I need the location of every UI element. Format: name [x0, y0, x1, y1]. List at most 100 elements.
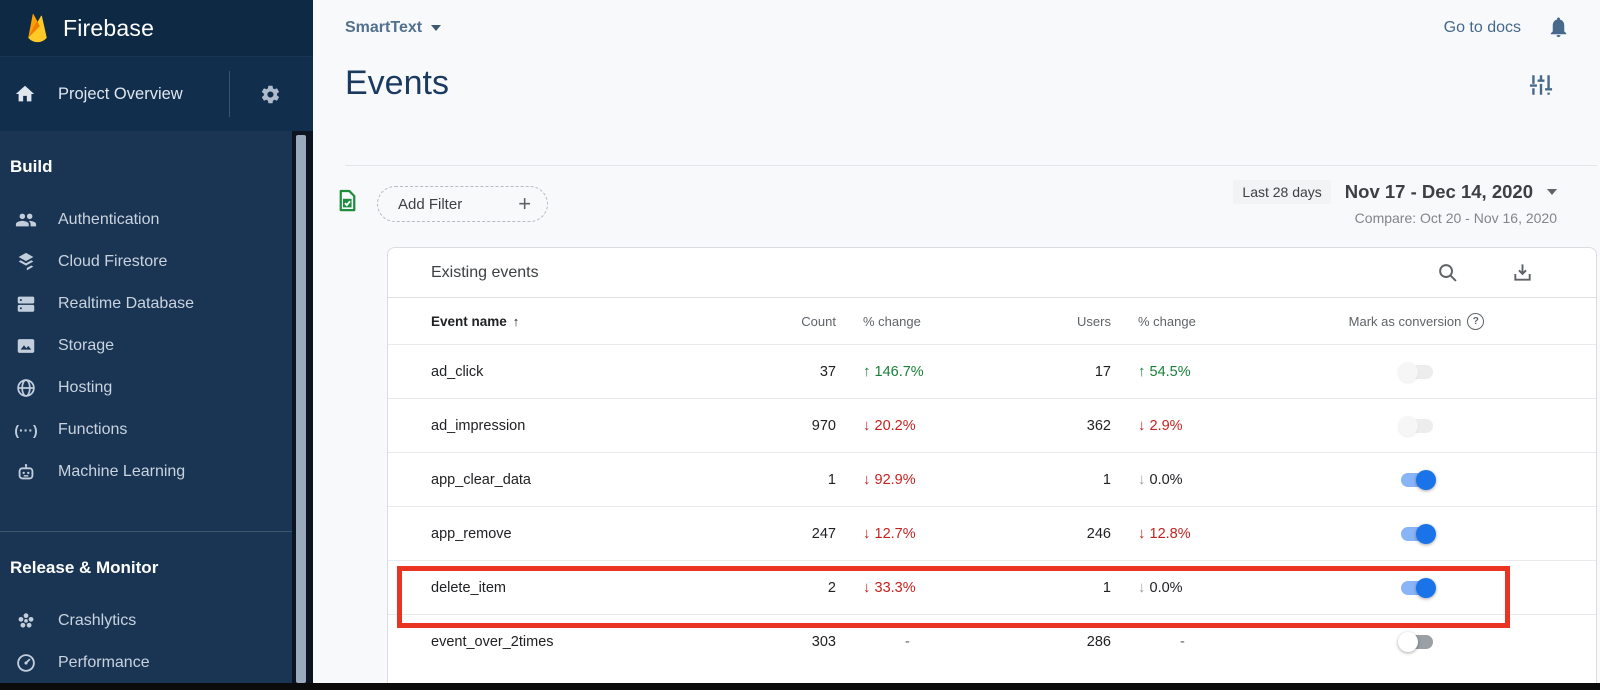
plus-icon: + [518, 191, 532, 216]
event-name: event_over_2times [431, 633, 554, 650]
col-event-name[interactable]: Event name ↑ [431, 313, 520, 329]
change-dash: - [1180, 633, 1185, 650]
count-change-cell: ↑ 146.7% [863, 363, 1043, 380]
section-label-build: Build [10, 157, 53, 176]
sidebar-scrollbar[interactable] [292, 131, 313, 690]
download-icon[interactable] [1511, 261, 1534, 284]
divider [229, 71, 230, 117]
col-mark-as-conversion: Mark as conversion [1348, 313, 1462, 329]
sidebar-item-authentication[interactable]: Authentication [0, 199, 292, 241]
card-title: Existing events [431, 263, 539, 281]
conversion-toggle[interactable] [1397, 631, 1436, 652]
project-selector[interactable]: SmartText [345, 18, 442, 37]
sidebar-item-hosting[interactable]: Hosting [0, 367, 292, 409]
sidebar-item-performance[interactable]: Performance [0, 642, 292, 684]
date-range-selector[interactable]: Last 28 days Nov 17 - Dec 14, 2020 [1233, 180, 1557, 204]
percent-change-value: 0.0% [1149, 579, 1183, 596]
event-count: 37 [819, 363, 836, 380]
event-name: delete_item [431, 579, 506, 596]
firebase-logo[interactable]: Firebase [0, 0, 313, 56]
go-to-docs-link[interactable]: Go to docs [1443, 18, 1521, 36]
conversion-toggle[interactable] [1398, 469, 1436, 490]
chevron-down-icon [431, 24, 442, 31]
conversion-toggle[interactable] [1398, 523, 1436, 544]
scrollbar-thumb[interactable] [296, 135, 306, 683]
arrow-down-icon: ↓ [863, 525, 871, 542]
tune-filters-icon[interactable] [1528, 72, 1554, 103]
users-change-cell: ↓ 2.9% [1138, 417, 1298, 434]
col-users: Users [1077, 313, 1111, 329]
compare-range-text: Compare: Oct 20 - Nov 16, 2020 [1354, 210, 1557, 226]
home-icon [14, 83, 38, 105]
chevron-down-icon [1547, 189, 1557, 195]
sidebar-item-project-overview[interactable]: Project Overview [0, 57, 313, 131]
arrow-up-icon: ↑ [863, 363, 871, 380]
users-change-cell: ↑ 54.5% [1138, 363, 1298, 380]
add-filter-label: Add Filter [398, 195, 463, 213]
sidebar-item-label: Machine Learning [58, 463, 186, 480]
date-range-text: Nov 17 - Dec 14, 2020 [1344, 181, 1533, 202]
sort-ascending-icon: ↑ [512, 313, 520, 329]
firebase-wordmark: Firebase [63, 14, 155, 41]
page-title: Events [345, 64, 449, 102]
conversion-toggle[interactable] [1397, 415, 1436, 436]
table-row: ad_impression 970 ↓ 20.2% 362 ↓ 2.9% [388, 398, 1596, 452]
project-name: SmartText [345, 18, 423, 36]
sidebar-item-label: Functions [58, 421, 128, 438]
event-users: 17 [1094, 363, 1111, 380]
event-count: 2 [827, 579, 836, 596]
topbar: SmartText Go to docs [313, 0, 1600, 55]
events-table-body: ad_click 37 ↑ 146.7% 17 ↑ 54.5% ad_impression 97… [388, 344, 1596, 668]
count-change-cell: ↓ 92.9% [863, 471, 1043, 488]
toggle-knob [1415, 469, 1436, 490]
help-icon[interactable]: ? [1467, 312, 1485, 330]
sidebar-item-label: Realtime Database [58, 295, 195, 312]
event-users: 362 [1086, 417, 1111, 434]
sidebar-item-label: Crashlytics [58, 612, 137, 629]
sidebar-item-label: Storage [58, 337, 115, 354]
sidebar-item-label: Cloud Firestore [58, 253, 168, 270]
main-content: SmartText Go to docs Events Add Filter [313, 0, 1600, 690]
col-count-change: % change [863, 313, 921, 329]
conversion-toggle[interactable] [1398, 577, 1436, 598]
hosting-icon [14, 376, 38, 400]
arrow-down-icon: ↓ [863, 579, 871, 596]
build-items: Authentication Cloud Firestore Realtime Da… [0, 199, 292, 493]
crashlytics-icon [14, 609, 38, 633]
project-overview-label: Project Overview [58, 84, 183, 103]
add-filter-button[interactable]: Add Filter + [377, 186, 549, 222]
col-count: Count [801, 313, 836, 329]
toggle-knob [1397, 361, 1418, 382]
sidebar-item-machine-learning[interactable]: Machine Learning [0, 451, 292, 493]
divider [0, 531, 292, 532]
table-row: ad_click 37 ↑ 146.7% 17 ↑ 54.5% [388, 344, 1596, 398]
gear-icon[interactable] [260, 84, 281, 105]
users-change-cell: - [1138, 634, 1298, 650]
arrow-down-icon: ↓ [1138, 525, 1146, 542]
data-collection-check-icon [334, 187, 361, 219]
sidebar-item-functions[interactable]: (···) Functions [0, 409, 292, 451]
sidebar-item-cloud-firestore[interactable]: Cloud Firestore [0, 241, 292, 283]
count-change-cell: ↓ 33.3% [863, 579, 1043, 596]
col-users-change: % change [1138, 313, 1196, 329]
firebase-flame-icon [28, 13, 47, 43]
existing-events-card: Existing events Event name ↑ Count % chan… [387, 247, 1597, 690]
event-name: ad_click [431, 363, 484, 380]
sidebar-item-storage[interactable]: Storage [0, 325, 292, 367]
count-change-cell: ↓ 12.7% [863, 525, 1043, 542]
users-change-cell: ↓ 0.0% [1138, 579, 1298, 596]
percent-change-value: 0.0% [1149, 471, 1183, 488]
conversion-toggle[interactable] [1397, 361, 1436, 382]
toggle-knob [1397, 631, 1418, 652]
arrow-down-icon: ↓ [1138, 471, 1146, 488]
sidebar-item-realtime-database[interactable]: Realtime Database [0, 283, 292, 325]
event-count: 247 [811, 525, 836, 542]
notifications-bell-icon[interactable] [1547, 16, 1570, 39]
event-name: app_clear_data [431, 471, 531, 488]
storage-icon [14, 334, 38, 358]
table-row: app_remove 247 ↓ 12.7% 246 ↓ 12.8% [388, 506, 1596, 560]
search-icon[interactable] [1436, 261, 1459, 284]
event-count: 970 [811, 417, 836, 434]
percent-change-value: 54.5% [1149, 363, 1191, 380]
sidebar-item-crashlytics[interactable]: Crashlytics [0, 600, 292, 642]
